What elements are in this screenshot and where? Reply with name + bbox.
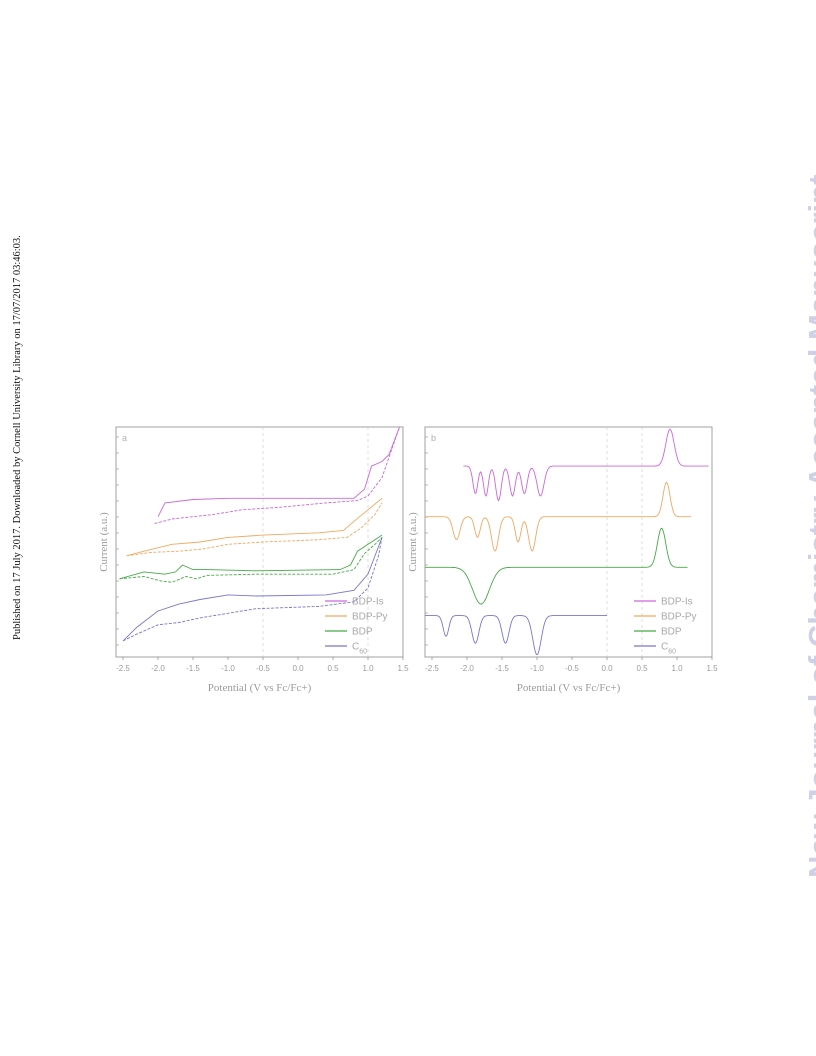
panel-b-xtick-label-7: 1.0 [671, 664, 683, 673]
panel-b-legend-c60-label: C60 [661, 642, 676, 656]
panel-a-ylabel: Current (a.u.) [98, 512, 110, 572]
panel-a-legend-c60-label: C60 [352, 642, 367, 656]
panel-a-xtick-label-8: 1.5 [397, 664, 409, 673]
panel-b-series-bdp-is-line [463, 428, 709, 502]
panel-a-legend-bdp-py-label: BDP-Py [352, 612, 388, 623]
panel-a-series-bdp-is-upper [157, 426, 400, 517]
panel-a-series-bdp-upper [119, 534, 383, 580]
panel-a-series-c60-upper [122, 537, 383, 642]
panel-a-xtick-label-6: 0.5 [327, 664, 339, 673]
panel-b-xtick-label-6: 0.5 [636, 664, 648, 673]
panel-b-xtick-label-4: -0.5 [565, 664, 579, 673]
panel-a-series-bdp-lower [119, 537, 383, 583]
panel-a-frame [115, 426, 404, 658]
panel-b-xtick-label-0: -2.5 [425, 664, 439, 673]
panel-a-xtick-label-1: -2.0 [151, 664, 165, 673]
panel-b-xtick-label-5: 0.0 [601, 664, 613, 673]
panel-b-xtick-label-2: -1.5 [495, 664, 509, 673]
panel-b-xlabel: Potential (V vs Fc/Fc+) [517, 682, 621, 694]
panel-a-xlabel: Potential (V vs Fc/Fc+) [208, 682, 312, 694]
panel-b-xtick-label-3: -1.0 [530, 664, 544, 673]
panel-b-legend-bdp-label: BDP [661, 627, 682, 638]
panel-b-xtick-label-1: -2.0 [460, 664, 474, 673]
panel-a-legend-bdp-label: BDP [352, 627, 373, 638]
panel-b-series-bdp-py-line [425, 481, 691, 552]
panel-a-xtick-label-0: -2.5 [116, 664, 130, 673]
panel-a-xtick-label-7: 1.0 [362, 664, 374, 673]
panel-b-series-bdp-line [425, 527, 688, 605]
panel-a-xtick-label-5: 0.0 [292, 664, 304, 673]
panel-a-series-bdp-is-lower [154, 426, 400, 525]
panel-b-frame [424, 426, 713, 658]
panel-a-xtick-label-2: -1.5 [186, 664, 200, 673]
panel-a-xtick-label-3: -1.0 [221, 664, 235, 673]
panel-b-ylabel: Current (a.u.) [407, 512, 419, 572]
panel-b-series-c60-line [425, 615, 607, 656]
panel-a-series-bdp-py-lower [126, 502, 383, 557]
panel-a-label: a [122, 433, 127, 443]
panel-a-xtick-label-4: -0.5 [256, 664, 270, 673]
panel-b-legend-bdp-py-label: BDP-Py [661, 612, 697, 623]
panel-b-label: b [431, 433, 436, 443]
panel-b-legend-bdp-is-label: BDP-Is [661, 597, 693, 608]
panel-a-series-bdp-py-upper [126, 497, 383, 557]
panel-a-legend-bdp-is-label: BDP-Is [352, 597, 384, 608]
panel-b-xtick-label-8: 1.5 [706, 664, 718, 673]
panel-a-series-c60-lower [122, 537, 383, 642]
